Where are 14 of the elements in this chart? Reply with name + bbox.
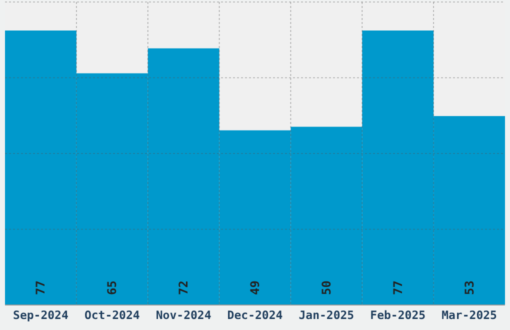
data-label: 77 [34, 280, 48, 295]
x-tick-label: Mar-2025 [442, 308, 498, 322]
x-tick-label: Oct-2024 [84, 308, 140, 322]
x-tick-label: Nov-2024 [156, 308, 212, 322]
data-label: 53 [462, 280, 476, 295]
x-tick-label: Dec-2024 [227, 308, 283, 322]
data-label: 65 [105, 280, 120, 295]
data-label: 77 [390, 280, 405, 295]
data-label: 49 [248, 280, 262, 295]
x-tick-label: Jan-2025 [298, 308, 354, 322]
data-label: 50 [319, 280, 334, 295]
data-label: 72 [176, 280, 191, 295]
x-tick-label: Feb-2025 [370, 308, 426, 322]
x-tick-label: Sep-2024 [13, 308, 68, 322]
